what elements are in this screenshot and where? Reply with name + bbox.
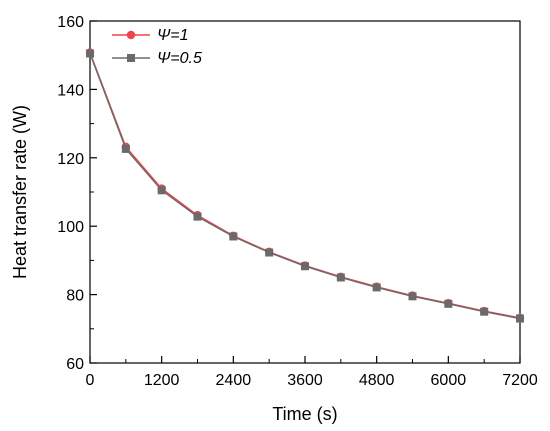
x-axis: 0 1200 2400 3600 4800 6000 7200 [86, 356, 538, 389]
data-point-psi-0-5 [516, 314, 524, 323]
legend-marker-psi-1 [126, 30, 136, 40]
data-point-psi-0-5 [372, 283, 381, 292]
series-line-psi-0-5 [89, 53, 521, 320]
x-tick-label: 6000 [431, 372, 467, 389]
x-tick-label: 2400 [216, 372, 252, 389]
legend-marker-psi-0-5 [127, 54, 135, 62]
data-point-psi-0-5 [229, 232, 238, 241]
series-line-psi-1 [89, 52, 521, 319]
legend-label-psi-1: Ψ=1 [157, 27, 189, 44]
y-tick-label: 60 [66, 356, 84, 373]
y-tick-label: 120 [57, 151, 84, 168]
data-point-psi-0-5 [444, 299, 453, 308]
data-point-psi-0-5 [86, 49, 94, 58]
data-point-psi-0-5 [193, 212, 202, 221]
data-point-psi-0-5 [157, 186, 166, 195]
x-tick-label: 1200 [144, 372, 180, 389]
x-axis-title: Time (s) [272, 404, 337, 424]
x-tick-label: 3600 [287, 372, 323, 389]
y-tick-label: 140 [57, 82, 84, 99]
y-tick-label: 100 [57, 219, 84, 236]
data-point-psi-0-5 [336, 273, 345, 282]
y-tick-label: 160 [57, 14, 84, 31]
series-layer [85, 48, 525, 323]
x-tick-label: 4800 [359, 372, 395, 389]
y-axis-title: Heat transfer rate (W) [10, 105, 30, 279]
legend: Ψ=1 Ψ=0.5 [112, 27, 202, 67]
plot-frame [89, 20, 521, 364]
data-point-psi-0-5 [121, 144, 130, 153]
data-point-psi-0-5 [480, 307, 489, 316]
x-tick-label: 7200 [502, 372, 538, 389]
y-axis: 60 80 100 120 140 160 [57, 14, 97, 373]
data-point-psi-0-5 [301, 262, 309, 271]
x-tick-label: 0 [86, 372, 95, 389]
legend-label-psi-0-5: Ψ=0.5 [157, 50, 202, 67]
data-point-psi-0-5 [408, 292, 417, 301]
data-point-psi-0-5 [265, 248, 274, 257]
y-tick-label: 80 [66, 288, 84, 305]
